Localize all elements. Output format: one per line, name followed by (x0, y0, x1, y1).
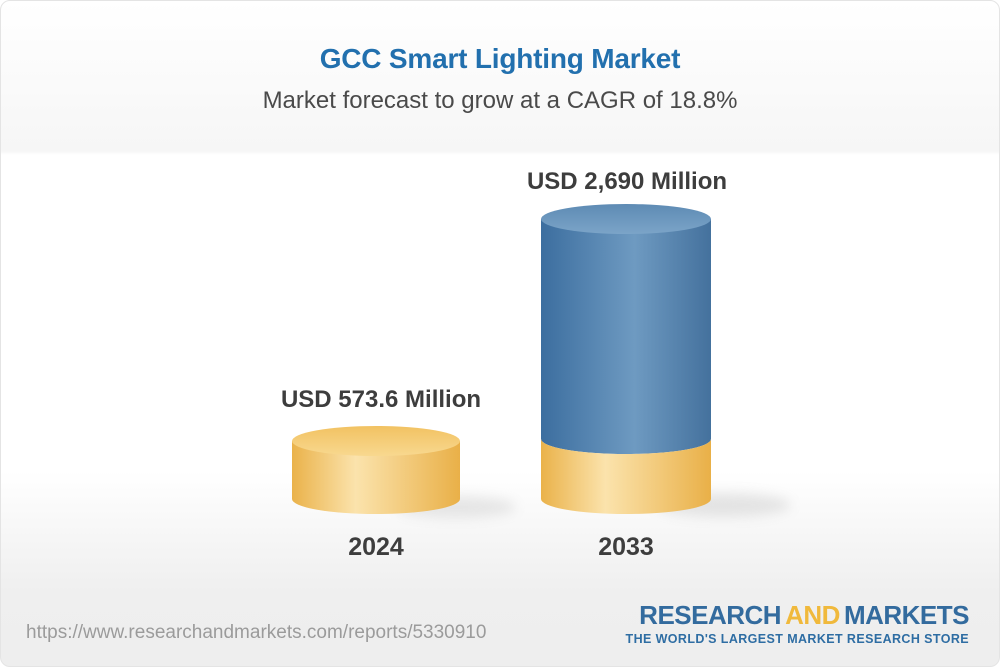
category-label-2024: 2024 (348, 533, 404, 561)
page-title: GCC Smart Lighting Market (319, 43, 681, 74)
chart-subtitle: Market forecast to grow at a CAGR of 18.… (262, 87, 738, 114)
logo-word-markets: MARKETS (843, 600, 970, 630)
value-label-2024: USD 573.6 Million (280, 386, 482, 413)
value-label-2033: USD 2,690 Million (526, 168, 728, 195)
logo-word-research: RESEARCH (639, 600, 782, 630)
category-label-2033: 2033 (598, 533, 654, 561)
report-url: https://www.researchandmarkets.com/repor… (26, 622, 487, 643)
logo-word-and: AND (785, 600, 840, 630)
brand-logo: RESEARCH AND MARKETS THE WORLD'S LARGEST M… (625, 601, 970, 646)
brand-logo-wordmark: RESEARCH AND MARKETS (626, 601, 969, 630)
brand-tagline: THE WORLD'S LARGEST MARKET RESEARCH STOR… (625, 631, 969, 646)
cylinder-2024 (292, 426, 460, 514)
cylinder-2033 (541, 204, 711, 514)
